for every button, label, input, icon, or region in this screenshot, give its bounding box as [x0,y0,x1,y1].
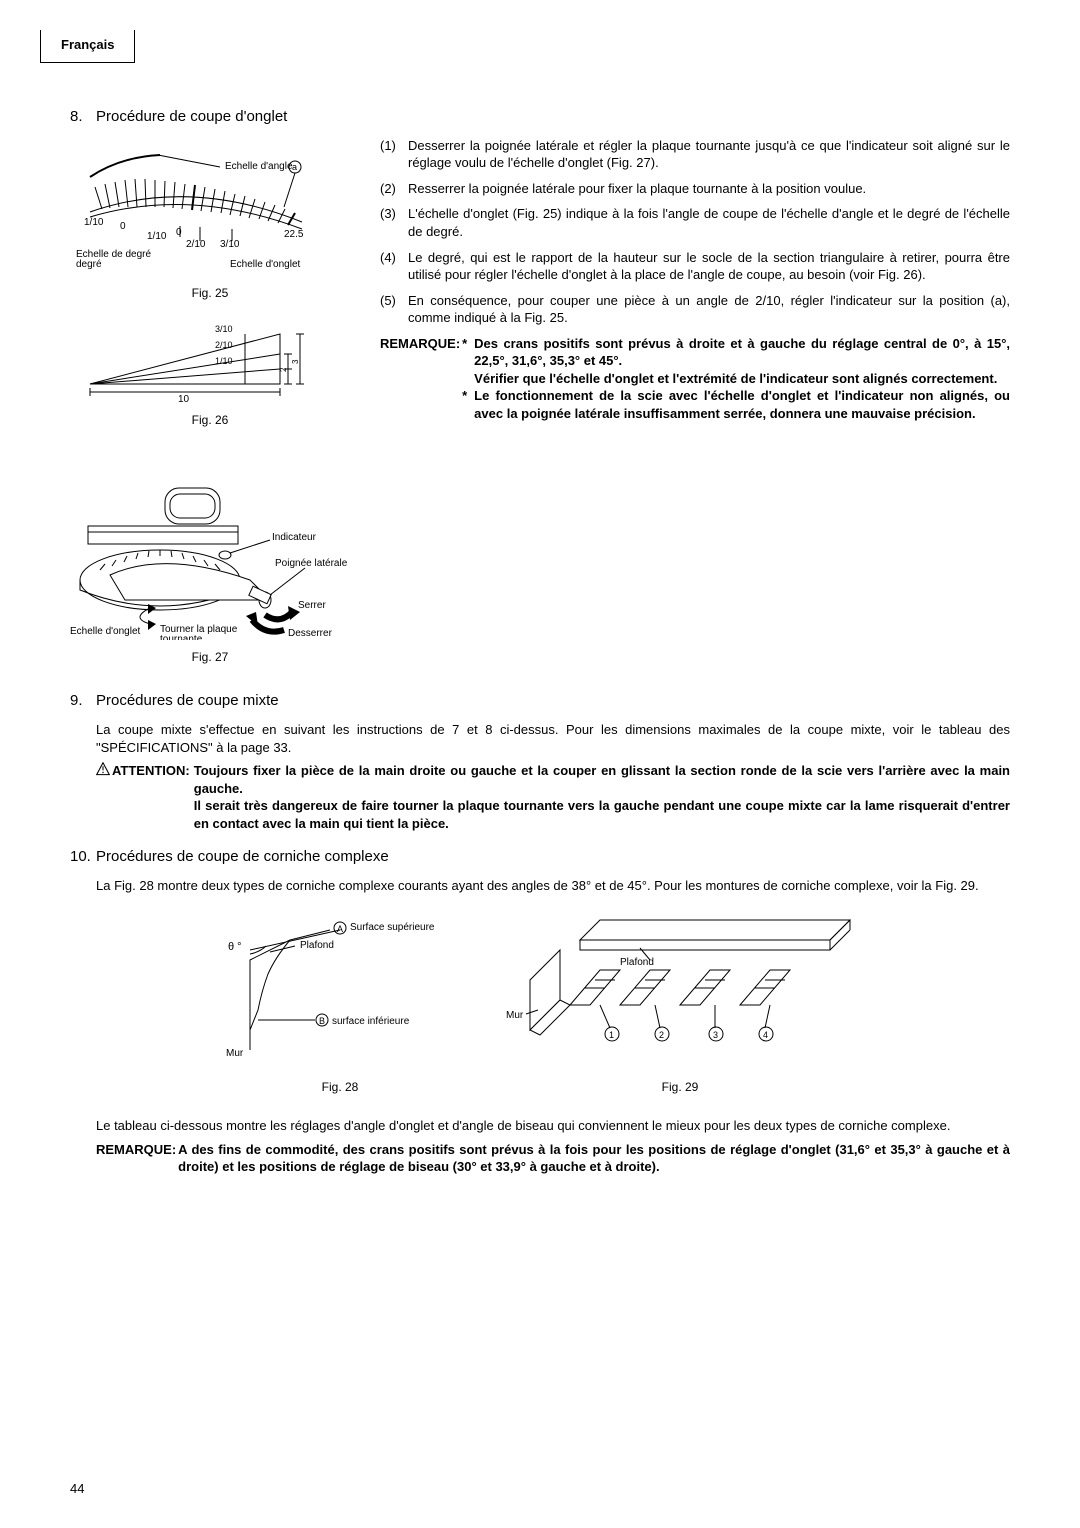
fig-26-caption: Fig. 26 [70,412,350,428]
svg-text:4: 4 [763,1030,768,1040]
svg-text:θ °: θ ° [228,941,242,953]
svg-text:3/10: 3/10 [220,239,240,250]
step-5: (5)En conséquence, pour couper une pièce… [380,292,1010,327]
step-1: (1)Desserrer la poignée latérale et régl… [380,137,1010,172]
step-4: (4)Le degré, qui est le rapport de la ha… [380,249,1010,284]
svg-text:2: 2 [279,367,288,372]
section-10-num: 10. [70,847,96,867]
page-number: 44 [70,1480,84,1498]
section-9-heading: 9.Procédures de coupe mixte [70,691,1010,711]
svg-text:2/10: 2/10 [215,340,233,350]
remarque-s10-body: A des fins de commodité, des crans posit… [178,1141,1010,1176]
section-8-num: 8. [70,107,96,127]
section-10-heading: 10.Procédures de coupe de corniche compl… [70,847,1010,867]
svg-text:tournante.: tournante. [160,634,205,640]
svg-text:1: 1 [609,1030,614,1040]
svg-text:Echelle d'angle: Echelle d'angle [225,161,293,172]
svg-text:Echelle d'onglet: Echelle d'onglet [70,626,141,637]
svg-text:degré: degré [76,259,102,270]
svg-text:0: 0 [176,227,182,238]
svg-text:A: A [337,924,343,934]
svg-text:1/10: 1/10 [147,231,167,242]
svg-text:Plafond: Plafond [300,940,334,951]
svg-text:2/10: 2/10 [186,239,206,250]
remarque-s10: REMARQUE: A des fins de commodité, des c… [96,1141,1010,1176]
svg-text:Poignée latérale: Poignée latérale [275,558,348,569]
fig-29-caption: Fig. 29 [500,1079,860,1095]
attention-label: ATTENTION: [112,762,190,780]
fig-25: Echelle d'angle [70,137,320,277]
svg-text:3: 3 [291,359,300,364]
svg-text:a: a [292,162,297,172]
fig-28: A Surface supérieure Plafond B surface i… [220,910,460,1070]
svg-text:10: 10 [178,394,190,404]
section-8-title: Procédure de coupe d'onglet [96,108,287,125]
svg-text:1/10: 1/10 [84,217,104,228]
fig-25-caption: Fig. 25 [70,285,350,301]
fig-29: Plafond Mur [500,910,860,1070]
svg-text:1/10: 1/10 [215,356,233,366]
section-10-title: Procédures de coupe de corniche complexe [96,848,389,865]
fig-27-caption: Fig. 27 [70,649,350,665]
svg-text:2: 2 [659,1030,664,1040]
remarque-s8: REMARQUE: *Des crans positifs sont prévu… [380,335,1010,423]
svg-text:Surface supérieure: Surface supérieure [350,922,435,933]
svg-text:Serrer: Serrer [298,600,326,611]
section-10-para2: Le tableau ci-dessous montre les réglage… [96,1117,1010,1135]
svg-text:surface inférieure: surface inférieure [332,1016,410,1027]
language-tab: Français [40,30,135,63]
fig-27: Indicateur Poignée latérale Serrer Desse… [70,440,350,640]
step-3: (3)L'échelle d'onglet (Fig. 25) indique … [380,205,1010,240]
svg-text:B: B [319,1016,325,1026]
section-8-heading: 8.Procédure de coupe d'onglet [70,107,1010,127]
svg-text:3: 3 [713,1030,718,1040]
svg-text:Desserrer: Desserrer [288,628,333,639]
svg-text:3/10: 3/10 [215,324,233,334]
svg-text:Indicateur: Indicateur [272,532,317,543]
step-2: (2)Resserrer la poignée latérale pour fi… [380,180,1010,198]
svg-text:Mur: Mur [506,1010,524,1021]
svg-text:22.5: 22.5 [284,229,304,240]
svg-text:Echelle d'onglet: Echelle d'onglet [230,259,301,270]
section-9-intro: La coupe mixte s'effectue en suivant les… [96,721,1010,756]
section-9-title: Procédures de coupe mixte [96,692,279,709]
attention-s9: ATTENTION: Toujours fixer la pièce de la… [96,762,1010,832]
attention-body: Toujours fixer la pièce de la main droit… [194,762,1010,832]
remarque-label: REMARQUE: [380,335,462,423]
svg-text:Mur: Mur [226,1048,244,1059]
warning-icon [96,762,110,776]
svg-text:0: 0 [120,221,126,232]
section-10-intro: La Fig. 28 montre deux types de corniche… [96,877,1010,895]
fig-26: 3/10 2/10 1/10 2 3 10 [70,314,320,404]
fig-28-caption: Fig. 28 [220,1079,460,1095]
remarque-s10-label: REMARQUE: [96,1141,178,1176]
section-9-num: 9. [70,691,96,711]
